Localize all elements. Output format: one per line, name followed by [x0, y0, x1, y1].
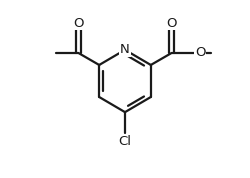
Text: Cl: Cl — [118, 135, 132, 148]
Text: O: O — [73, 17, 84, 30]
Text: N: N — [120, 43, 130, 56]
Text: O: O — [166, 17, 177, 30]
Text: O: O — [195, 46, 205, 59]
